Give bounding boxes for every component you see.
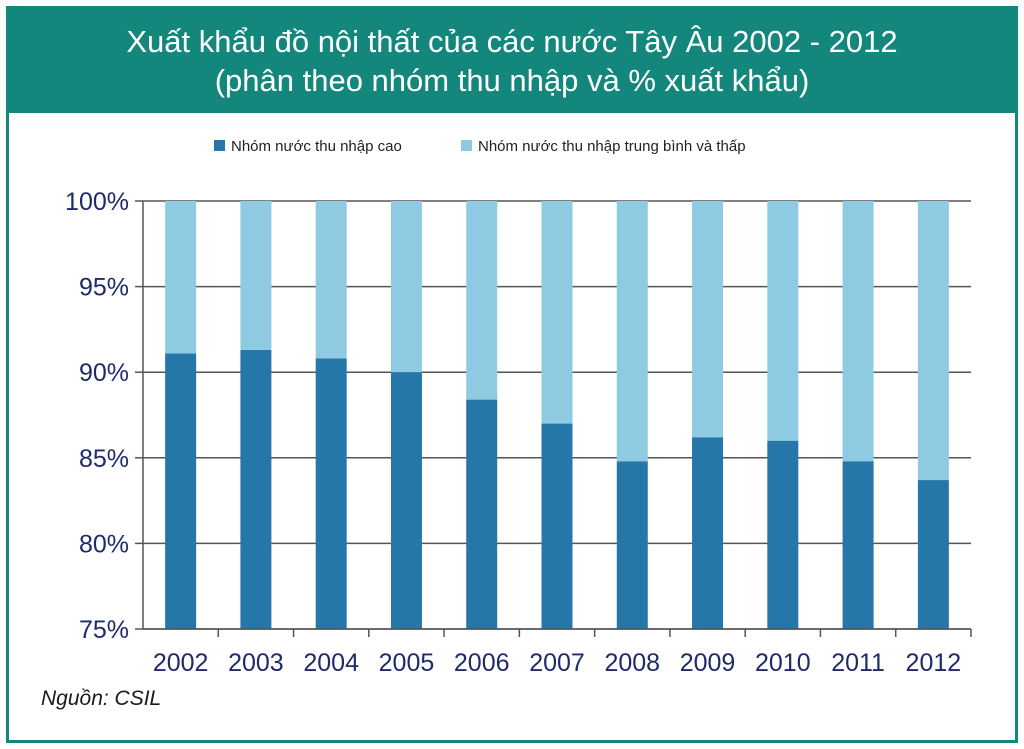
bar-high-income	[315, 358, 347, 629]
chart-frame: Xuất khẩu đồ nội thất của các nước Tây Â…	[6, 6, 1018, 743]
bar-high-income	[616, 461, 648, 629]
bar-high-income	[842, 461, 874, 629]
bar-mid-low-income	[541, 201, 573, 424]
chart-title: Xuất khẩu đồ nội thất của các nước Tây Â…	[126, 24, 898, 59]
source-note: Nguồn: CSIL	[41, 687, 162, 710]
bar-high-income	[917, 480, 949, 629]
title-banner: Xuất khẩu đồ nội thất của các nước Tây Â…	[9, 9, 1015, 113]
y-tick-label: 95%	[79, 274, 129, 302]
bar-mid-low-income	[390, 201, 422, 373]
stacked-bar-chart: 75% 80% 85% 90% 95% 100% 2002 2003 2004 2005 2006 2…	[65, 138, 972, 677]
bar-high-income	[692, 437, 724, 629]
x-tick-label: 2007	[529, 649, 585, 677]
legend-swatch	[214, 140, 225, 151]
x-tick-label: 2005	[379, 649, 435, 677]
y-tick-label: 100%	[65, 188, 129, 216]
x-tick-label: 2004	[303, 649, 359, 677]
x-tick-label: 2012	[906, 649, 962, 677]
legend-label: Nhóm nước thu nhập trung bình và thấp	[478, 138, 746, 155]
y-tick-label: 90%	[79, 359, 129, 387]
x-tick-label: 2008	[604, 649, 660, 677]
x-tick-label: 2002	[153, 649, 209, 677]
y-tick-label: 80%	[79, 530, 129, 558]
bar-mid-low-income	[240, 201, 272, 350]
bar-high-income	[165, 353, 197, 629]
chart-subtitle: (phân theo nhóm thu nhập và % xuất khẩu)	[214, 63, 810, 98]
bar-high-income	[240, 349, 272, 629]
bar-high-income	[767, 440, 799, 629]
bar-mid-low-income	[315, 201, 347, 359]
bar-mid-low-income	[616, 201, 648, 462]
x-tick-label: 2003	[228, 649, 284, 677]
bar-high-income	[466, 399, 498, 629]
x-tick-label: 2011	[831, 649, 885, 677]
bar-mid-low-income	[165, 201, 197, 354]
x-tick-label: 2010	[755, 649, 811, 677]
bar-mid-low-income	[466, 201, 498, 400]
x-tick-label: 2009	[680, 649, 736, 677]
legend-swatch	[461, 140, 472, 151]
legend-label: Nhóm nước thu nhập cao	[231, 138, 402, 155]
bar-mid-low-income	[767, 201, 799, 441]
x-tick-label: 2006	[454, 649, 510, 677]
y-tick-label: 75%	[79, 616, 129, 644]
bar-mid-low-income	[917, 201, 949, 481]
bar-high-income	[390, 372, 422, 629]
bar-high-income	[541, 423, 573, 629]
y-tick-label: 85%	[79, 445, 129, 473]
bar-mid-low-income	[692, 201, 724, 438]
bar-mid-low-income	[842, 201, 874, 462]
